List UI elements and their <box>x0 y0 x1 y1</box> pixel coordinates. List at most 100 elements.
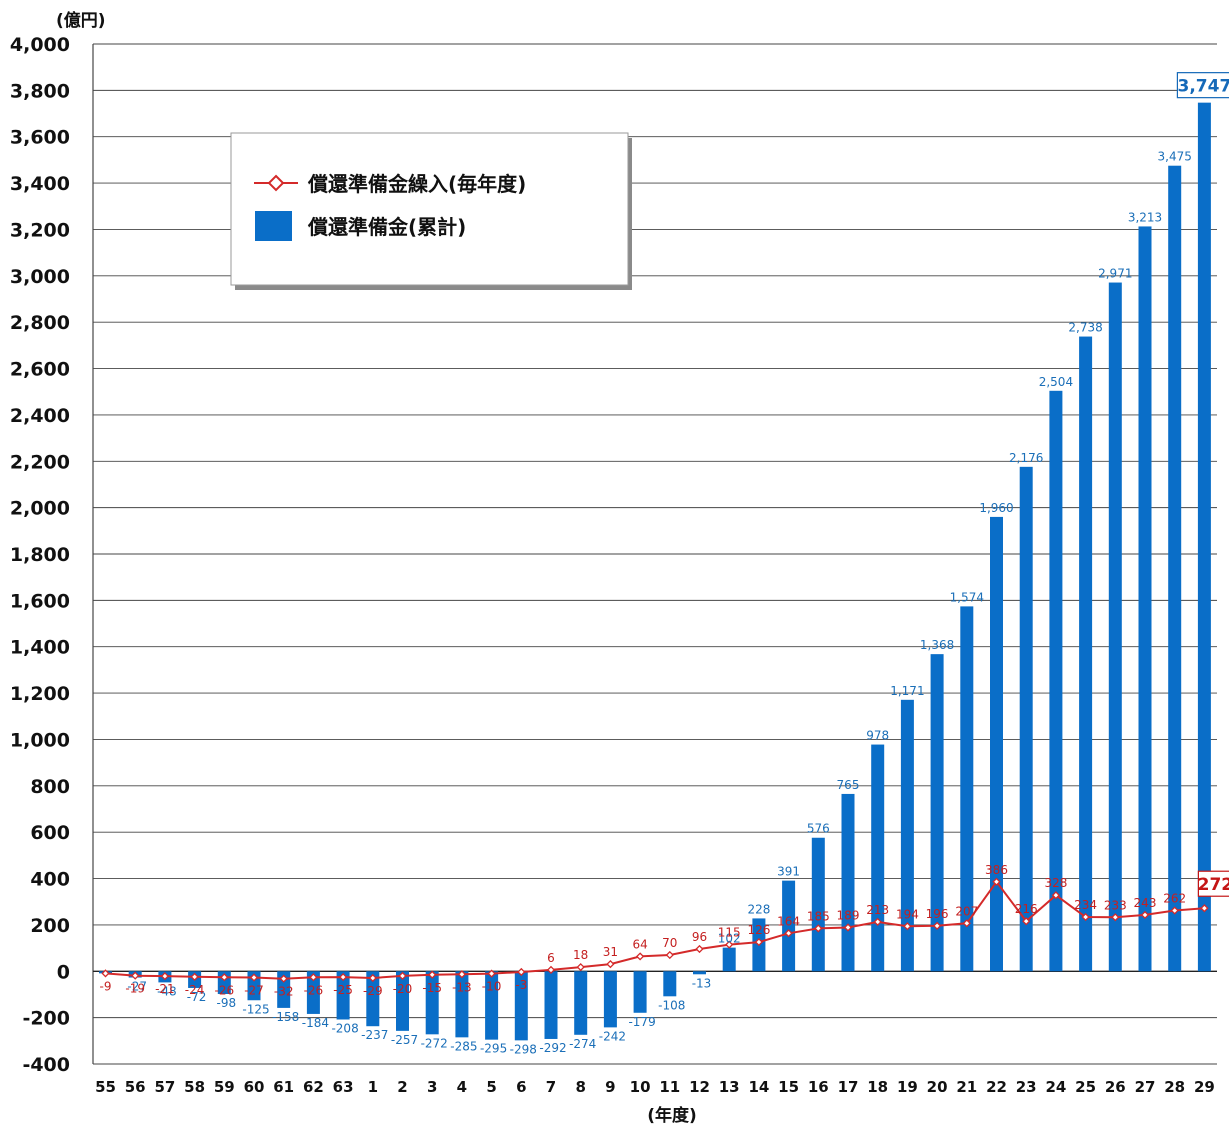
legend-bar-swatch <box>255 211 292 241</box>
x-tick-label: 6 <box>516 1078 526 1096</box>
y-tick-label: 2,800 <box>10 312 70 334</box>
bar <box>930 654 944 972</box>
x-tick-label: 4 <box>457 1078 467 1096</box>
bar-value-label: -108 <box>658 998 685 1012</box>
line-series <box>101 877 1209 983</box>
bar <box>722 947 736 972</box>
x-tick-label: 20 <box>927 1078 948 1096</box>
line-point <box>398 971 407 981</box>
line-point <box>635 952 645 961</box>
x-axis-label: (年度) <box>647 1105 697 1125</box>
line-point <box>249 973 259 982</box>
x-tick-label: 60 <box>244 1078 265 1096</box>
bar <box>1138 226 1152 972</box>
line-value-label: 96 <box>692 930 707 944</box>
x-tick-label: 61 <box>273 1078 294 1096</box>
line-point <box>309 973 318 982</box>
line-value-label: 126 <box>747 923 770 937</box>
line-value-label: 233 <box>1104 898 1127 912</box>
x-tick-label: 23 <box>1016 1078 1037 1096</box>
line-point <box>428 970 437 979</box>
x-tick-label: 55 <box>95 1078 116 1096</box>
x-tick-label: 57 <box>154 1078 175 1096</box>
bar <box>544 971 558 1039</box>
legend: 償還準備金繰入(毎年度) 償還準備金(累計) <box>230 132 632 290</box>
line-value-label: 207 <box>955 904 978 918</box>
bar-value-label: 765 <box>837 778 860 792</box>
bar-value-label: -27 <box>127 980 147 994</box>
y-tick-label: 600 <box>30 822 70 844</box>
y-tick-label: 2,000 <box>10 498 70 520</box>
line-value-label: 213 <box>866 903 889 917</box>
bar <box>1019 466 1033 972</box>
line-point <box>1140 910 1150 920</box>
line-value-label: -3 <box>515 978 527 992</box>
line-value-label: 243 <box>1134 896 1157 910</box>
bar-value-label: -242 <box>599 1029 626 1043</box>
line-point <box>368 973 377 983</box>
bar-value-label: -237 <box>361 1028 388 1042</box>
bar-value-label: 2,176 <box>1009 451 1043 465</box>
x-tick-label: 2 <box>397 1078 407 1096</box>
line-point <box>665 950 674 960</box>
line-value-label: 64 <box>632 937 647 951</box>
line-point <box>695 944 704 954</box>
line-point <box>220 973 229 982</box>
x-tick-label: 22 <box>986 1078 1007 1096</box>
line-value-label: -25 <box>333 983 353 997</box>
bar <box>1079 336 1093 972</box>
line-point <box>1200 904 1209 913</box>
x-tick-label: 11 <box>659 1078 680 1096</box>
bar <box>782 880 796 972</box>
line-value-label: -27 <box>244 984 264 998</box>
x-tick-label: 9 <box>605 1078 615 1096</box>
bar <box>574 971 588 1035</box>
line-point <box>962 919 971 928</box>
line-point <box>1081 912 1090 922</box>
legend-box <box>230 132 629 286</box>
bar-value-label: -295 <box>480 1042 507 1056</box>
line-value-label: -21 <box>155 982 175 996</box>
bar <box>1108 282 1122 972</box>
line-value-label: -13 <box>452 980 472 994</box>
bar <box>277 971 291 1008</box>
x-tick-label: 29 <box>1194 1078 1215 1096</box>
line-point <box>1022 917 1031 926</box>
bar-value-label: -272 <box>421 1036 448 1050</box>
x-tick-label: 15 <box>778 1078 799 1096</box>
x-tick-label: 56 <box>125 1078 146 1096</box>
bar-value-label: 2,738 <box>1068 321 1102 335</box>
line-value-label: 31 <box>603 945 618 959</box>
bar <box>841 793 855 972</box>
bar-value-label: -98 <box>216 996 236 1010</box>
bar-value-label: -158 <box>272 1010 299 1024</box>
line-point <box>814 924 823 933</box>
y-tick-label: 400 <box>30 869 70 891</box>
y-tick-label: 800 <box>30 776 70 798</box>
x-tick-label: 8 <box>575 1078 585 1096</box>
line-value-label: -26 <box>214 983 234 997</box>
line-point <box>754 937 764 947</box>
line-point <box>1051 891 1061 900</box>
line-value-label: 216 <box>1015 902 1038 916</box>
line-value-label: 196 <box>926 907 949 921</box>
line-value-label: 234 <box>1074 898 1097 912</box>
bar <box>425 971 439 1035</box>
bar-value-label: -179 <box>628 1015 655 1029</box>
bar-value-label: -184 <box>302 1016 329 1030</box>
bar-value-label: 1,171 <box>890 684 924 698</box>
x-tick-label: 14 <box>748 1078 769 1096</box>
x-tick-label: 1 <box>368 1078 378 1096</box>
line-point <box>338 972 348 982</box>
x-tick-label: 17 <box>838 1078 859 1096</box>
bar <box>485 971 499 1040</box>
bar-value-label: 3,475 <box>1158 150 1192 164</box>
line-value-label: 185 <box>807 909 830 923</box>
bar-value-label: -298 <box>510 1042 537 1056</box>
bar-value-label: 1,960 <box>979 501 1013 515</box>
x-tick-label: 28 <box>1164 1078 1185 1096</box>
annual-line <box>105 880 1205 980</box>
x-tick-label: 5 <box>486 1078 496 1096</box>
bar-value-label: 1,574 <box>950 590 984 604</box>
bar-value-label: 3,213 <box>1128 210 1162 224</box>
